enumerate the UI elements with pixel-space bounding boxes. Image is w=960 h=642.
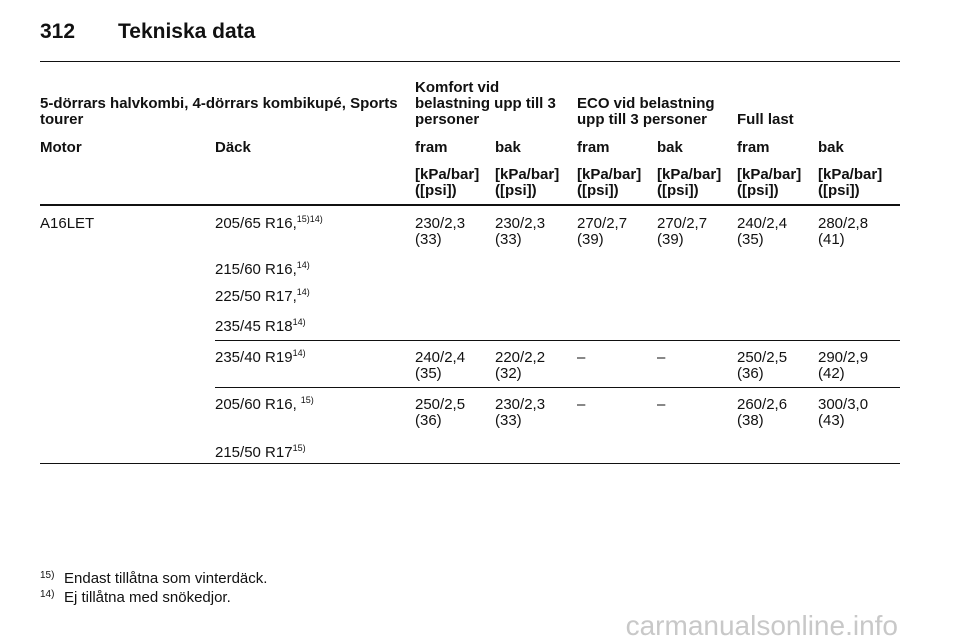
pressure-value: (33) bbox=[495, 412, 522, 429]
pressure-value: 280/2,8 bbox=[818, 215, 869, 232]
pressure-value: (35) bbox=[737, 231, 764, 248]
footnote-ref: 14) bbox=[296, 287, 310, 297]
pressure-value: 270/2,7 bbox=[577, 215, 628, 232]
group-header: 5-dörrars halvkombi, 4-dörrars kombikupé… bbox=[40, 95, 398, 112]
pressure-value: 240/2,4 bbox=[415, 349, 466, 366]
unit-header: [kPa/bar] bbox=[577, 166, 642, 183]
pressure-value: – bbox=[657, 396, 666, 413]
column-header: fram bbox=[577, 139, 610, 156]
column-header: Motor bbox=[40, 139, 82, 156]
group-header: belastning upp till 3 bbox=[415, 95, 556, 112]
unit-header: ([psi]) bbox=[657, 182, 699, 199]
tire-size: 215/50 R1715) bbox=[215, 443, 306, 461]
unit-header: ([psi]) bbox=[577, 182, 619, 199]
footnote-mark: 14) bbox=[40, 589, 55, 600]
pressure-value: 230/2,3 bbox=[495, 396, 546, 413]
pressure-value: (33) bbox=[495, 231, 522, 248]
pressure-value: – bbox=[577, 396, 586, 413]
unit-header: [kPa/bar] bbox=[415, 166, 480, 183]
tire-size: 205/65 R16,15)14) bbox=[215, 214, 323, 232]
pressure-value: 260/2,6 bbox=[737, 396, 788, 413]
footnote-ref: 14) bbox=[292, 317, 306, 327]
tire-size: 235/40 R1914) bbox=[215, 348, 306, 366]
tire-size: 225/50 R17,14) bbox=[215, 287, 310, 305]
column-header: bak bbox=[657, 139, 683, 156]
footnote-ref: 14) bbox=[296, 260, 310, 270]
column-header: bak bbox=[818, 139, 844, 156]
pressure-value: (39) bbox=[657, 231, 684, 248]
group-header: Komfort vid bbox=[415, 79, 500, 96]
pressure-value: (32) bbox=[495, 365, 522, 382]
pressure-value: 250/2,5 bbox=[737, 349, 788, 366]
pressure-value: 240/2,4 bbox=[737, 215, 788, 232]
group-header: ECO vid belastning bbox=[577, 95, 715, 112]
watermark: carmanualsonline.info bbox=[625, 610, 898, 641]
pressure-value: 270/2,7 bbox=[657, 215, 708, 232]
column-header: Däck bbox=[215, 139, 251, 156]
footnote-ref: 15) bbox=[300, 395, 314, 405]
header-rule bbox=[40, 61, 900, 62]
footnote-ref: 14) bbox=[292, 348, 306, 358]
group-header: upp till 3 personer bbox=[577, 111, 708, 128]
tire-size: 215/60 R16,14) bbox=[215, 260, 310, 278]
footnote-ref: 15) bbox=[292, 443, 306, 453]
pressure-value: (42) bbox=[818, 365, 845, 382]
pressure-value: – bbox=[577, 349, 586, 366]
tire-size: 205/60 R16, 15) bbox=[215, 395, 314, 413]
footnote-text: Ej tillåtna med snökedjor. bbox=[64, 589, 231, 606]
table-end-rule bbox=[40, 463, 900, 464]
unit-header: [kPa/bar] bbox=[657, 166, 722, 183]
pressure-value: (33) bbox=[415, 231, 442, 248]
group-header: tourer bbox=[40, 111, 84, 128]
pressure-value: (39) bbox=[577, 231, 604, 248]
row-rule bbox=[215, 387, 900, 388]
unit-header: [kPa/bar] bbox=[495, 166, 560, 183]
unit-header: [kPa/bar] bbox=[737, 166, 802, 183]
pressure-value: 290/2,9 bbox=[818, 349, 869, 366]
page-title: Tekniska data bbox=[118, 20, 256, 43]
column-header: fram bbox=[737, 139, 770, 156]
pressure-value: (41) bbox=[818, 231, 845, 248]
pressure-value: (38) bbox=[737, 412, 764, 429]
unit-header: [kPa/bar] bbox=[818, 166, 883, 183]
pressure-value: – bbox=[657, 349, 666, 366]
footnote-ref: 15)14) bbox=[296, 214, 323, 224]
pressure-value: 220/2,2 bbox=[495, 349, 546, 366]
pressure-value: 300/3,0 bbox=[818, 396, 869, 413]
group-header: personer bbox=[415, 111, 480, 128]
pressure-value: 250/2,5 bbox=[415, 396, 466, 413]
engine: A16LET bbox=[40, 215, 95, 232]
column-header: fram bbox=[415, 139, 448, 156]
pressure-value: (35) bbox=[415, 365, 442, 382]
pressure-value: 230/2,3 bbox=[495, 215, 546, 232]
pressure-value: (36) bbox=[415, 412, 442, 429]
footnote-text: Endast tillåtna som vinterdäck. bbox=[64, 570, 268, 587]
page-number: 312 bbox=[40, 20, 76, 43]
pressure-value: (36) bbox=[737, 365, 764, 382]
group-header: Full last bbox=[737, 111, 794, 128]
unit-header: ([psi]) bbox=[495, 182, 537, 199]
table-header-rule bbox=[40, 204, 900, 206]
footnote-mark: 15) bbox=[40, 570, 55, 581]
pressure-value: 230/2,3 bbox=[415, 215, 466, 232]
tire-size: 235/45 R1814) bbox=[215, 317, 306, 335]
unit-header: ([psi]) bbox=[415, 182, 457, 199]
pressure-value: (43) bbox=[818, 412, 845, 429]
row-rule bbox=[215, 340, 900, 341]
unit-header: ([psi]) bbox=[818, 182, 860, 199]
column-header: bak bbox=[495, 139, 521, 156]
unit-header: ([psi]) bbox=[737, 182, 779, 199]
